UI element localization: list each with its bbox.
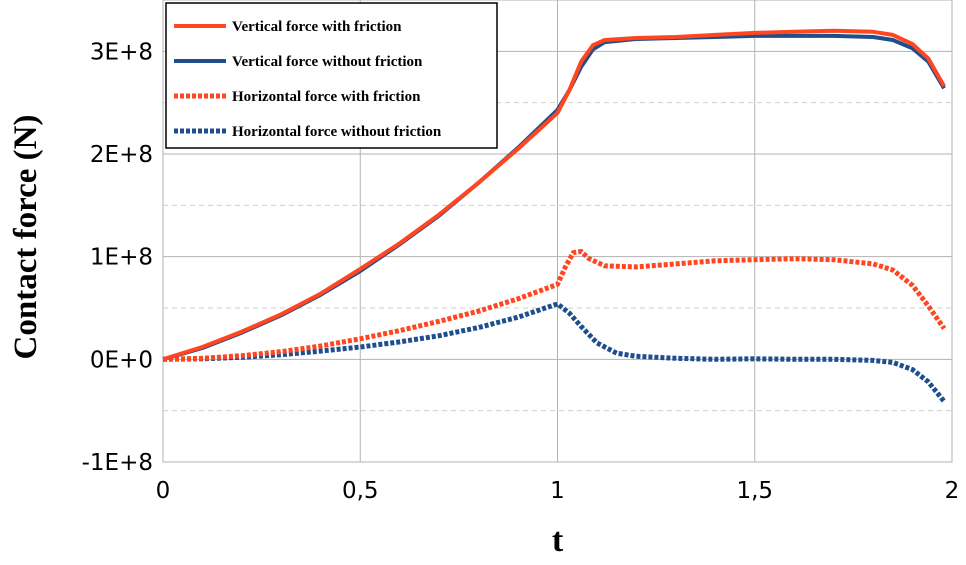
- x-tick-labels: 0 0,5 1 1,5 2: [156, 478, 960, 504]
- plot-area-border: [162, 0, 953, 463]
- series-line-4: [162, 301, 947, 403]
- legend-label: Vertical force with friction: [232, 19, 402, 35]
- legend-label: Vertical force without friction: [232, 54, 423, 70]
- y-tick-label: 2E+8: [90, 142, 153, 168]
- legend: Vertical force with friction Vertical for…: [165, 2, 498, 149]
- x-axis-title: t: [552, 522, 564, 559]
- y-tick-label: 3E+8: [90, 39, 153, 65]
- x-tick-label: 2: [945, 478, 960, 504]
- y-tick-label: 0E+0: [90, 347, 153, 373]
- y-axis-title: Contact force (N): [8, 115, 44, 360]
- x-tick-label: 1: [550, 478, 565, 504]
- x-tick-label: 1,5: [736, 478, 773, 504]
- y-tick-labels: -1E+8 0E+0 1E+8 2E+8 3E+8: [82, 39, 153, 476]
- series-line-1: [162, 28, 946, 362]
- x-tick-label: 0,5: [342, 478, 379, 504]
- y-tick-label: -1E+8: [82, 450, 153, 476]
- legend-label: Horizontal force without friction: [232, 124, 442, 140]
- x-tick-label: 0: [156, 478, 171, 504]
- series-line-3: [162, 249, 947, 362]
- y-tick-label: 1E+8: [90, 245, 153, 271]
- legend-label: Horizontal force with friction: [232, 89, 421, 105]
- series-layer: [162, 28, 947, 403]
